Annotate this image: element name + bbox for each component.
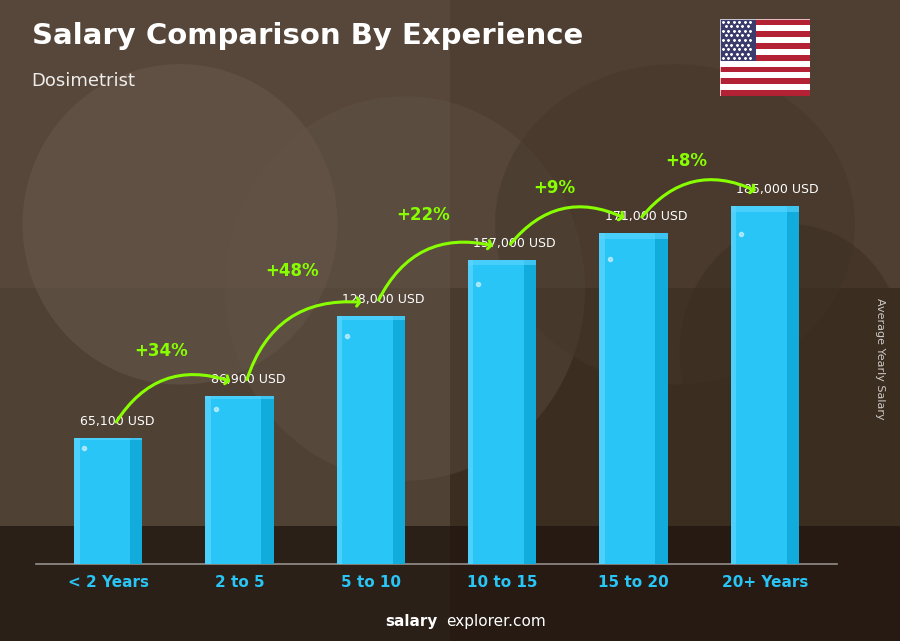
Text: 86,900 USD: 86,900 USD: [211, 373, 285, 386]
Bar: [720, 19, 756, 61]
Bar: [720, 72, 810, 78]
FancyBboxPatch shape: [74, 438, 142, 564]
Bar: [720, 25, 810, 31]
FancyBboxPatch shape: [731, 206, 799, 212]
Text: +9%: +9%: [534, 179, 576, 197]
Bar: [720, 61, 810, 67]
Bar: [720, 54, 810, 61]
FancyBboxPatch shape: [205, 395, 274, 564]
FancyBboxPatch shape: [337, 316, 342, 564]
Text: Average Yearly Salary: Average Yearly Salary: [875, 298, 886, 420]
FancyBboxPatch shape: [468, 260, 536, 265]
FancyBboxPatch shape: [731, 206, 799, 564]
Text: +8%: +8%: [665, 152, 707, 170]
Bar: [720, 78, 810, 85]
Text: 185,000 USD: 185,000 USD: [736, 183, 819, 196]
Bar: [0, 526, 900, 641]
FancyBboxPatch shape: [468, 260, 536, 564]
FancyBboxPatch shape: [337, 316, 405, 564]
Bar: [720, 19, 810, 25]
Text: +22%: +22%: [397, 206, 450, 224]
Ellipse shape: [495, 64, 855, 385]
Text: salary: salary: [385, 615, 437, 629]
FancyBboxPatch shape: [655, 233, 668, 564]
Bar: [720, 67, 810, 72]
FancyBboxPatch shape: [74, 438, 79, 564]
Bar: [720, 37, 810, 43]
Ellipse shape: [225, 96, 585, 481]
Text: +34%: +34%: [134, 342, 187, 360]
FancyBboxPatch shape: [392, 316, 405, 564]
FancyBboxPatch shape: [599, 233, 605, 564]
Ellipse shape: [22, 64, 338, 385]
FancyBboxPatch shape: [731, 206, 736, 564]
Bar: [450, 0, 900, 641]
Text: +48%: +48%: [266, 262, 319, 281]
FancyBboxPatch shape: [337, 316, 405, 320]
Text: 171,000 USD: 171,000 USD: [605, 210, 688, 223]
FancyBboxPatch shape: [787, 206, 799, 564]
FancyBboxPatch shape: [524, 260, 536, 564]
Text: Salary Comparison By Experience: Salary Comparison By Experience: [32, 22, 583, 51]
Text: 157,000 USD: 157,000 USD: [473, 237, 556, 250]
FancyBboxPatch shape: [205, 395, 274, 399]
FancyBboxPatch shape: [74, 438, 142, 440]
Bar: [720, 90, 810, 96]
Text: explorer.com: explorer.com: [446, 615, 546, 629]
Bar: [720, 49, 810, 54]
FancyBboxPatch shape: [599, 233, 668, 238]
Text: 65,100 USD: 65,100 USD: [79, 415, 154, 428]
FancyBboxPatch shape: [599, 233, 668, 564]
FancyBboxPatch shape: [468, 260, 473, 564]
FancyBboxPatch shape: [261, 395, 274, 564]
Bar: [720, 85, 810, 90]
FancyBboxPatch shape: [205, 395, 211, 564]
Bar: [0, 0, 450, 641]
Ellipse shape: [680, 224, 900, 481]
Text: Dosimetrist: Dosimetrist: [32, 72, 136, 90]
FancyBboxPatch shape: [130, 438, 142, 564]
Text: 128,000 USD: 128,000 USD: [342, 294, 425, 306]
Bar: [720, 43, 810, 49]
Bar: [720, 31, 810, 37]
Bar: [0, 0, 900, 288]
